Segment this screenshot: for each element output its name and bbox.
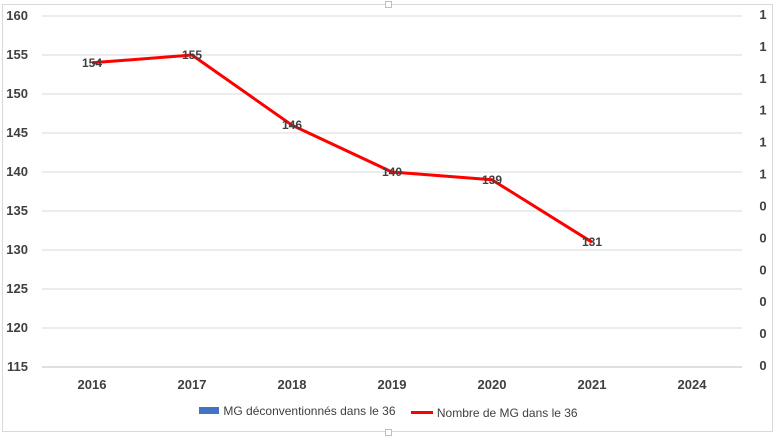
x-tick-label: 2021 xyxy=(578,377,607,392)
y2-tick-label: 1 xyxy=(759,135,766,150)
data-label: 155 xyxy=(182,48,202,62)
y2-tick-label: 0 xyxy=(759,326,766,341)
resize-handle-top[interactable] xyxy=(385,1,392,8)
data-label: 131 xyxy=(582,235,602,249)
x-tick-label: 2018 xyxy=(278,377,307,392)
x-tick-label: 2024 xyxy=(678,377,708,392)
y2-tick-label: 0 xyxy=(759,198,766,213)
x-tick-label: 2016 xyxy=(78,377,107,392)
y-tick-label: 130 xyxy=(6,242,28,257)
y-tick-label: 150 xyxy=(6,86,28,101)
y-tick-label: 115 xyxy=(7,359,28,374)
legend-swatch-line xyxy=(410,411,433,414)
y-tick-label: 155 xyxy=(6,47,28,62)
legend: MG déconventionnés dans le 36 Nombre de … xyxy=(0,403,777,420)
data-label: 140 xyxy=(382,165,402,179)
y-tick-label: 145 xyxy=(6,125,28,140)
y-tick-label: 140 xyxy=(6,164,28,179)
y-tick-label: 135 xyxy=(6,203,28,218)
x-tick-label: 2019 xyxy=(378,377,407,392)
data-label: 146 xyxy=(282,118,302,132)
x-tick-label: 2020 xyxy=(478,377,507,392)
y2-tick-label: 0 xyxy=(759,358,766,373)
y2-tick-label: 1 xyxy=(759,71,766,86)
legend-label-line: Nombre de MG dans le 36 xyxy=(436,405,578,420)
y2-tick-label: 0 xyxy=(759,294,766,309)
y2-tick-label: 0 xyxy=(759,230,766,245)
x-tick-label: 2017 xyxy=(178,377,207,392)
data-label: 154 xyxy=(82,56,102,70)
y-tick-label: 160 xyxy=(6,8,28,23)
legend-item-bar: MG déconventionnés dans le 36 xyxy=(199,403,396,418)
y2-tick-label: 1 xyxy=(759,103,766,118)
series-line xyxy=(91,53,593,244)
y2-tick-label: 1 xyxy=(759,7,766,22)
chart-plot: 115 120 125 130 135 140 145 150 155 160 0 0 0 0 0 0 1 1 1 1… xyxy=(6,7,766,392)
legend-swatch-bar xyxy=(199,407,220,414)
y2-tick-label: 0 xyxy=(759,262,766,277)
legend-item-line: Nombre de MG dans le 36 xyxy=(410,405,578,420)
y-tick-label: 120 xyxy=(6,320,28,335)
y2-tick-label: 1 xyxy=(759,167,766,182)
data-label: 139 xyxy=(482,173,502,187)
y2-tick-label: 1 xyxy=(759,39,766,54)
y-tick-label: 125 xyxy=(6,281,28,296)
legend-label-bar: MG déconventionnés dans le 36 xyxy=(223,403,396,418)
